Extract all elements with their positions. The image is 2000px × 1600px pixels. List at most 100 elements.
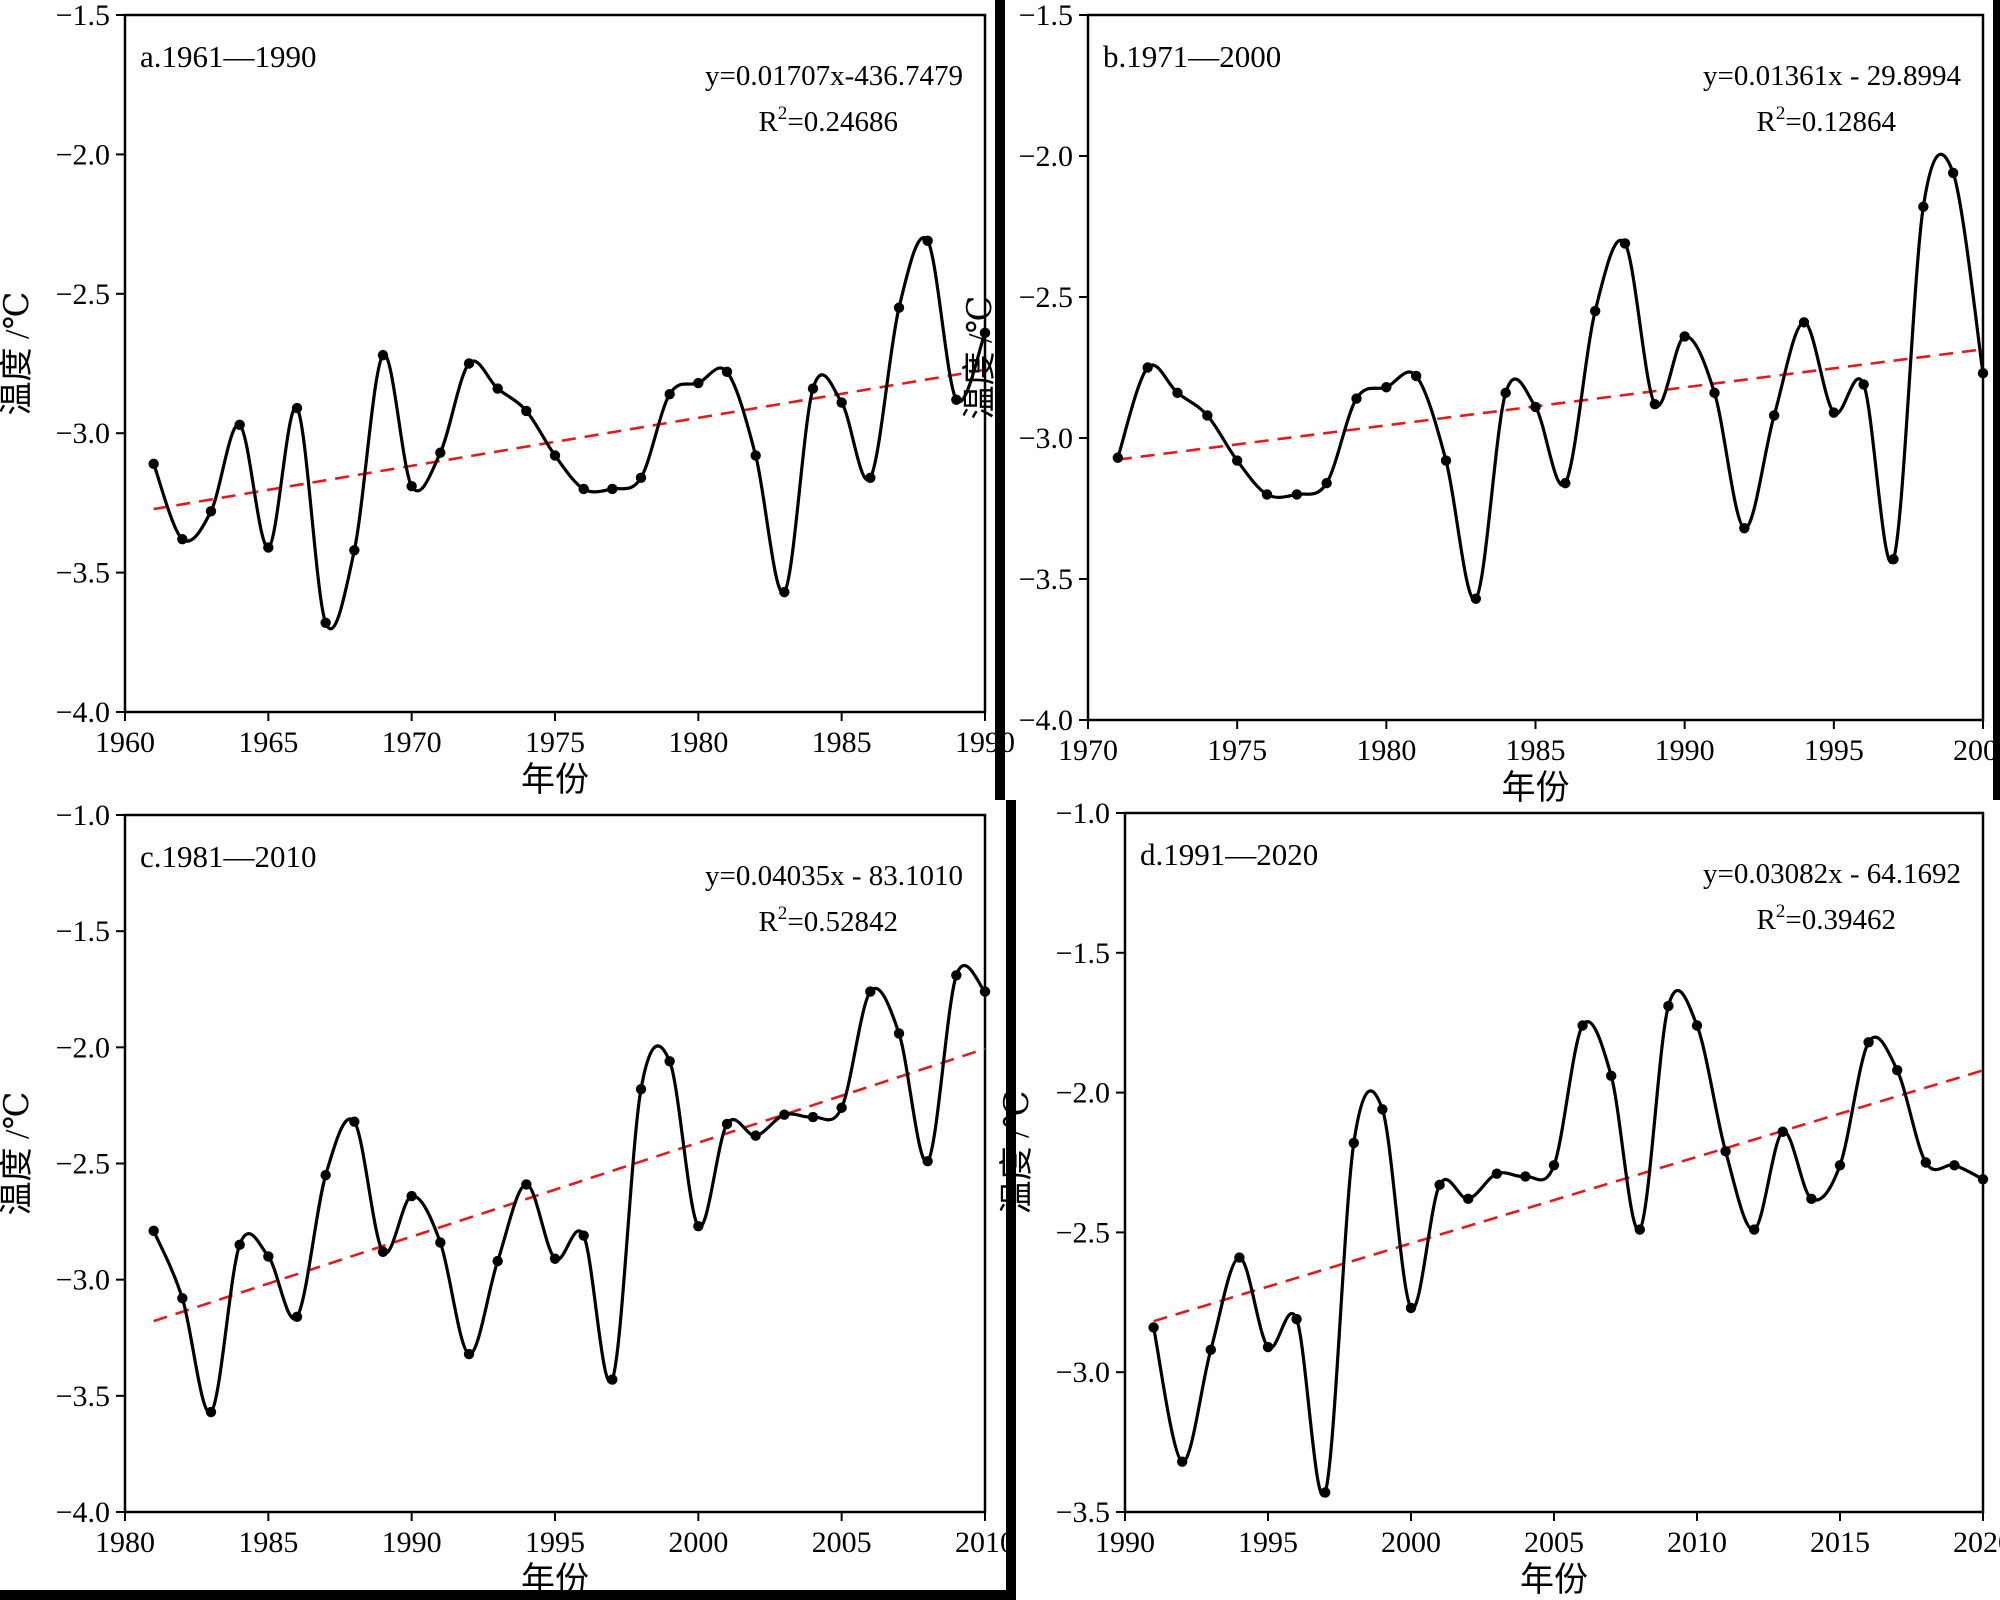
x-tick-label: 1985 — [238, 1526, 298, 1559]
x-tick-label: 2005 — [812, 1526, 872, 1559]
regression-equation-a: y=0.01707x-436.7479 — [705, 60, 963, 92]
data-point — [721, 1118, 733, 1130]
data-point — [1709, 387, 1720, 399]
data-point — [291, 402, 303, 414]
data-point — [664, 388, 675, 400]
data-point — [263, 542, 274, 553]
data-point — [836, 1102, 847, 1113]
data-point — [779, 586, 790, 598]
data-point — [979, 327, 991, 339]
data-point — [521, 405, 532, 417]
data-point — [263, 1251, 274, 1262]
data-point — [1863, 1037, 1874, 1048]
r-squared-prefix: R — [759, 106, 779, 138]
data-point — [1947, 167, 1959, 179]
x-tick-label: 2010 — [1667, 1526, 1727, 1559]
data-point — [291, 1311, 303, 1323]
y-tick-label: −2.5 — [1056, 1216, 1110, 1249]
chart-panel-a: −4.0 −3.5 −3.0 −2.5 −2.0 −1.5 1960 1965 1970 1975… — [0, 0, 1015, 799]
data-point — [1619, 238, 1631, 249]
y-tick-label: −2.5 — [56, 278, 110, 311]
data-point — [1892, 1065, 1903, 1076]
data-point — [1320, 1487, 1331, 1498]
divider-bar-right-edge — [1993, 0, 2000, 800]
data-point — [607, 483, 618, 495]
x-tick-label: 2000 — [1953, 734, 2000, 767]
data-point — [549, 450, 561, 461]
x-tick-label: 1995 — [1238, 1526, 1298, 1559]
panel-title-d: d.1991—2020 — [1140, 837, 1318, 872]
r-squared-value: =0.12864 — [1785, 106, 1896, 138]
data-point — [1112, 452, 1124, 463]
data-point — [406, 480, 417, 492]
data-point — [177, 533, 188, 545]
y-tick-label: −2.5 — [56, 1148, 110, 1181]
data-point — [148, 1225, 159, 1237]
data-point — [1949, 1160, 1960, 1171]
data-point — [922, 1155, 933, 1167]
x-tick-label: 1990 — [1095, 1526, 1155, 1559]
data-point — [951, 394, 962, 405]
data-point — [693, 377, 704, 389]
data-point — [1691, 1020, 1703, 1031]
x-tick-label: 1980 — [668, 726, 728, 759]
r-squared-superscript: 2 — [778, 903, 788, 924]
data-point — [521, 1179, 532, 1190]
data-point — [1491, 1168, 1503, 1179]
x-axis-label: 年份 — [521, 1561, 589, 1599]
x-tick-label: 2020 — [1953, 1526, 2000, 1559]
data-point — [1920, 1157, 1932, 1168]
data-point — [1520, 1171, 1531, 1182]
data-point — [177, 1293, 188, 1304]
r-squared-c: R2=0.52842 — [759, 903, 898, 938]
data-point — [1377, 1104, 1388, 1115]
data-point — [377, 1246, 389, 1257]
data-point — [1500, 387, 1511, 399]
data-point — [693, 1221, 704, 1232]
data-point — [492, 383, 503, 394]
data-point — [1828, 407, 1840, 418]
data-point — [320, 1169, 331, 1181]
x-tick-label: 2005 — [1524, 1526, 1584, 1559]
data-point — [1262, 1341, 1274, 1353]
data-point — [1381, 382, 1392, 393]
y-tick-label: −1.0 — [56, 799, 110, 832]
data-point — [1177, 1456, 1188, 1467]
data-point — [1321, 477, 1332, 489]
x-tick-label: 2000 — [1381, 1526, 1441, 1559]
data-point — [1202, 410, 1213, 421]
series-line-c — [152, 964, 987, 1414]
y-tick-label: −2.0 — [1019, 140, 1073, 173]
data-point — [349, 545, 360, 556]
r-squared-superscript: 2 — [778, 103, 788, 124]
x-axis-label: 年份 — [1502, 769, 1570, 807]
r-squared-superscript: 2 — [1776, 103, 1786, 124]
data-point — [664, 1056, 675, 1067]
divider-bar-bottom — [1006, 800, 1016, 1600]
trend-line-a — [153, 368, 986, 511]
x-axis-label: 年份 — [1520, 1561, 1588, 1599]
r-squared-a: R2=0.24686 — [759, 103, 898, 138]
divider-bar-left-bottom — [0, 1590, 1006, 1600]
data-point — [349, 1116, 360, 1127]
y-tick-label: −3.0 — [1019, 422, 1073, 455]
x-tick-label: 2010 — [955, 1526, 1015, 1559]
y-tick-label: −1.5 — [56, 915, 110, 948]
r-squared-superscript: 2 — [1776, 901, 1786, 922]
data-point — [1577, 1020, 1588, 1031]
y-axis-label: 温度 /℃ — [0, 1092, 36, 1216]
y-axis-label: 温度 /℃ — [961, 296, 999, 420]
data-point — [750, 1130, 761, 1141]
y-tick-label: −2.0 — [1056, 1077, 1110, 1110]
data-point — [463, 1348, 475, 1360]
data-point — [435, 447, 446, 458]
data-point — [1470, 593, 1482, 604]
data-point — [1291, 1313, 1302, 1325]
y-tick-label: −3.5 — [1056, 1496, 1110, 1529]
regression-equation-b: y=0.01361x - 29.8994 — [1703, 60, 1962, 92]
data-point — [1172, 387, 1183, 399]
data-point — [635, 1083, 647, 1095]
y-tick-label: −3.5 — [1019, 563, 1073, 596]
data-point — [807, 1111, 819, 1123]
data-point — [1649, 398, 1661, 410]
